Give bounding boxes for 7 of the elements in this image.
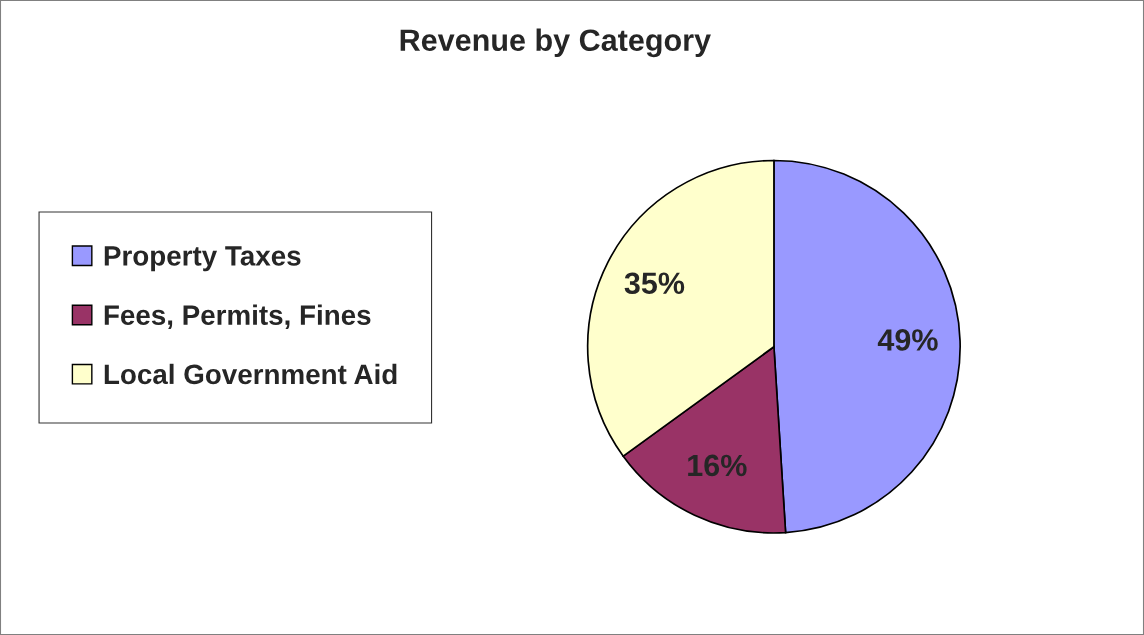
data-label: 49% (877, 329, 938, 351)
data-label: 16% (688, 454, 747, 477)
legend-label: Fees, Permits, Fines (104, 304, 371, 329)
data-label: 35% (624, 272, 685, 295)
legend-label: Local Government Aid (104, 363, 397, 385)
legend-label: Property Taxes (104, 246, 301, 272)
chart-title: Revenue by Category (400, 28, 711, 58)
